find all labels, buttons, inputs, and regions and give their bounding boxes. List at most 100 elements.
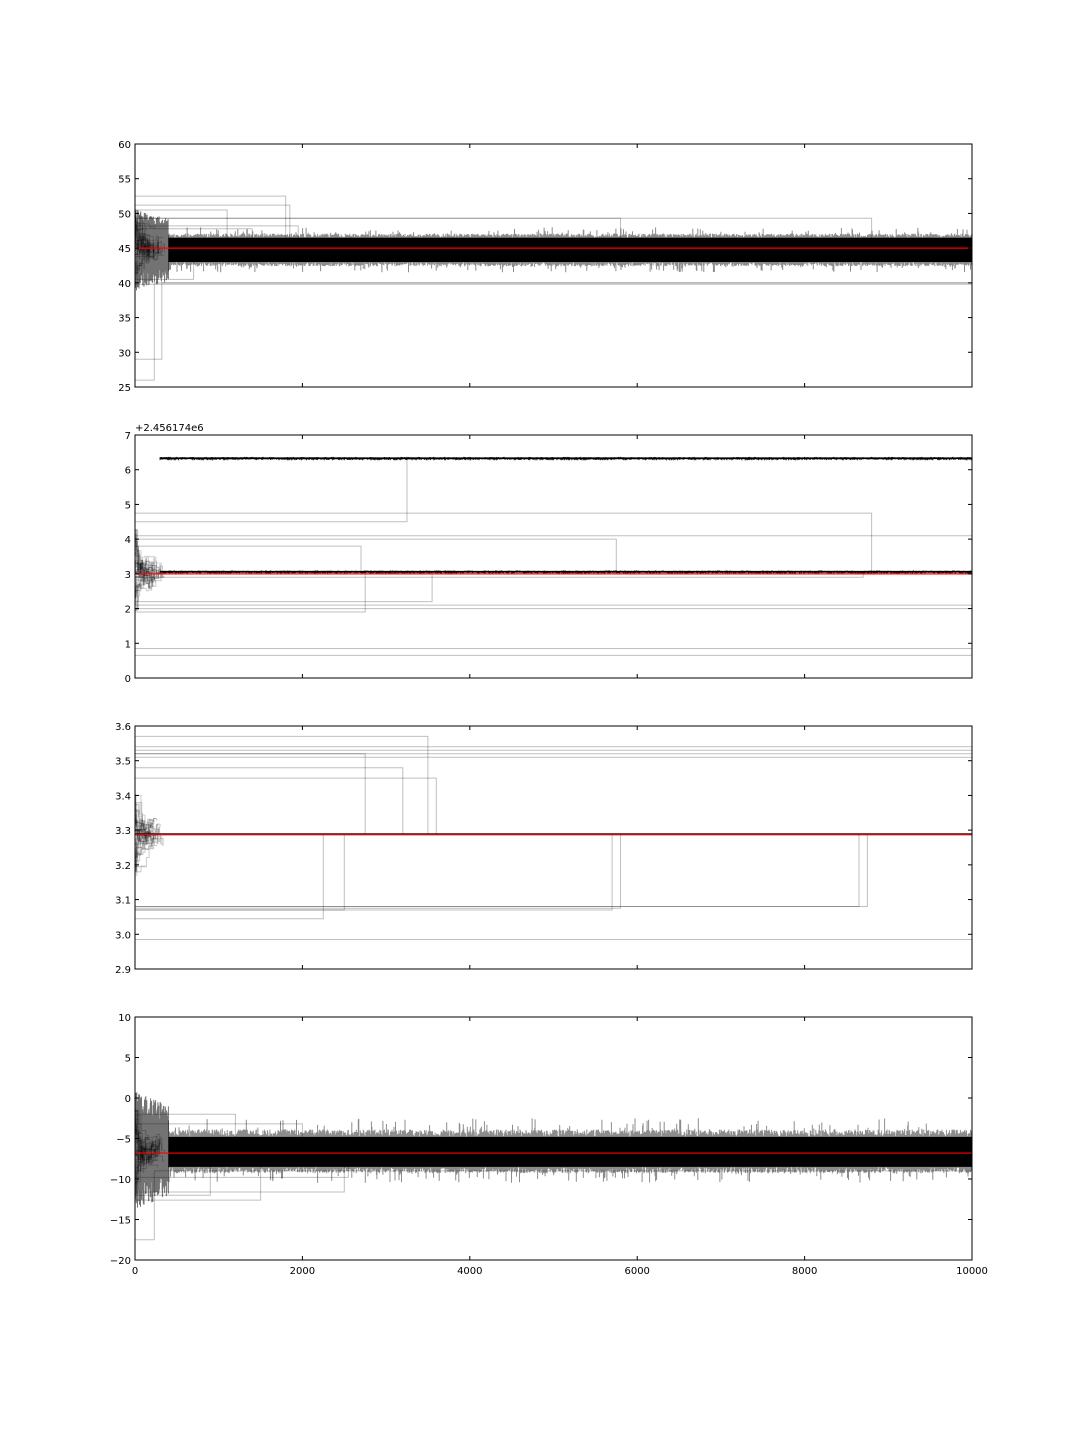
y-tick-label: 0 <box>125 674 131 685</box>
burnin-trace <box>135 847 151 867</box>
burnin-trace <box>135 529 163 582</box>
y-tick-label: 35 <box>118 314 131 325</box>
burnin-trace <box>135 817 150 830</box>
y-tick-label: 0 <box>125 1094 131 1105</box>
burnin-trace <box>135 796 152 848</box>
burnin-trace <box>135 559 145 580</box>
burnin-trace <box>135 560 155 583</box>
axes-frame <box>134 725 973 970</box>
y-tick-label: 1 <box>125 639 131 650</box>
burnin-trace <box>135 810 143 834</box>
burnin-trace <box>135 574 149 592</box>
burnin-trace <box>135 831 161 868</box>
burnin-trace <box>135 567 164 582</box>
converged-band <box>168 1136 972 1167</box>
burnin-trace <box>135 838 141 847</box>
x-tick-label: 4000 <box>457 1266 482 1277</box>
burnin-trace <box>135 566 156 611</box>
burnin-trace <box>135 563 143 572</box>
y-tick-label: 6 <box>125 466 131 477</box>
burnin-trace <box>135 560 164 579</box>
trace-panel-1: 25 30 35 40 45 50 55 60 <box>118 140 973 394</box>
burnin-trace <box>135 821 151 844</box>
y-tick-label: 2.9 <box>115 965 131 976</box>
burnin-trace <box>135 813 154 828</box>
axes-frame <box>134 434 973 679</box>
burnin-band <box>135 1092 169 1208</box>
burnin-trace <box>135 829 144 839</box>
y-tick-label: 3.6 <box>115 722 131 733</box>
y-tick-label: 2 <box>125 605 131 616</box>
y-tick-label: 3.0 <box>115 930 131 941</box>
burnin-trace <box>135 567 160 584</box>
burnin-trace <box>135 569 164 611</box>
burnin-trace <box>135 529 141 561</box>
y-tick-label: 4 <box>125 535 131 546</box>
burnin-trace <box>135 558 158 606</box>
burnin-trace <box>135 819 164 847</box>
stuck-walker-trace <box>135 1170 972 1241</box>
trace-panel-3: 2.9 3.0 3.1 3.2 3.3 3.4 3.5 3.6 <box>115 722 973 976</box>
y-tick-label: 5 <box>125 500 131 511</box>
burnin-trace <box>135 569 149 576</box>
burnin-trace <box>135 567 154 588</box>
burnin-trace <box>135 837 141 845</box>
x-tick-label: 6000 <box>624 1266 649 1277</box>
burnin-trace <box>135 534 143 572</box>
burnin-trace <box>135 557 160 578</box>
burnin-trace <box>135 843 148 870</box>
y-tick-label: −20 <box>110 1256 131 1267</box>
trace-panel-2: 0 1 2 3 4 5 6 7 +2.456174e6 <box>125 423 973 685</box>
y-tick-label: 3 <box>125 570 131 581</box>
burnin-trace <box>135 555 161 598</box>
burnin-trace <box>135 830 146 868</box>
burnin-trace <box>135 795 147 830</box>
burnin-trace <box>135 552 143 570</box>
y-tick-label: 10 <box>118 1013 131 1024</box>
burnin-trace <box>135 555 157 587</box>
y-tick-label: 3.4 <box>115 791 131 802</box>
burnin-trace <box>135 804 158 846</box>
burnin-trace <box>135 822 164 845</box>
y-tick-label: 3.2 <box>115 861 131 872</box>
y-tick-label: 45 <box>118 244 131 255</box>
x-tick-label: 2000 <box>290 1266 315 1277</box>
walker-traces <box>135 1092 972 1241</box>
burnin-trace <box>135 548 151 576</box>
burnin-trace <box>135 809 148 843</box>
y-tick-label: −5 <box>116 1135 131 1146</box>
burnin-trace <box>135 573 154 599</box>
burnin-trace <box>135 570 141 598</box>
burnin-trace <box>135 552 141 562</box>
y-offset-label: +2.456174e6 <box>135 423 204 434</box>
y-tick-label: 3.3 <box>115 826 131 837</box>
burnin-trace <box>135 823 145 830</box>
burnin-trace <box>135 823 161 858</box>
x-tick-label: 10000 <box>956 1266 988 1277</box>
burnin-trace <box>135 538 162 589</box>
y-tick-label: 25 <box>118 383 131 394</box>
y-tick-label: 55 <box>118 175 131 186</box>
burnin-trace <box>135 561 154 575</box>
burnin-trace <box>135 560 156 609</box>
burnin-trace <box>135 562 150 573</box>
burnin-trace <box>135 809 145 834</box>
y-tick-label: 7 <box>125 431 131 442</box>
burnin-trace <box>135 528 147 581</box>
burnin-trace <box>135 545 159 589</box>
y-tick-label: 50 <box>118 209 131 220</box>
burnin-trace <box>135 533 141 562</box>
x-tick-label: 0 <box>132 1266 138 1277</box>
burnin-trace <box>135 830 154 858</box>
walker-traces <box>135 456 972 656</box>
y-tick-label: 30 <box>118 348 131 359</box>
burnin-trace <box>135 541 160 579</box>
burnin-trace <box>135 829 151 872</box>
axes-frame <box>134 143 973 388</box>
y-tick-label: 3.1 <box>115 896 131 907</box>
burnin-trace <box>135 865 146 873</box>
burnin-trace <box>135 555 154 583</box>
burnin-trace <box>135 793 162 845</box>
x-tick-label: 8000 <box>792 1266 817 1277</box>
